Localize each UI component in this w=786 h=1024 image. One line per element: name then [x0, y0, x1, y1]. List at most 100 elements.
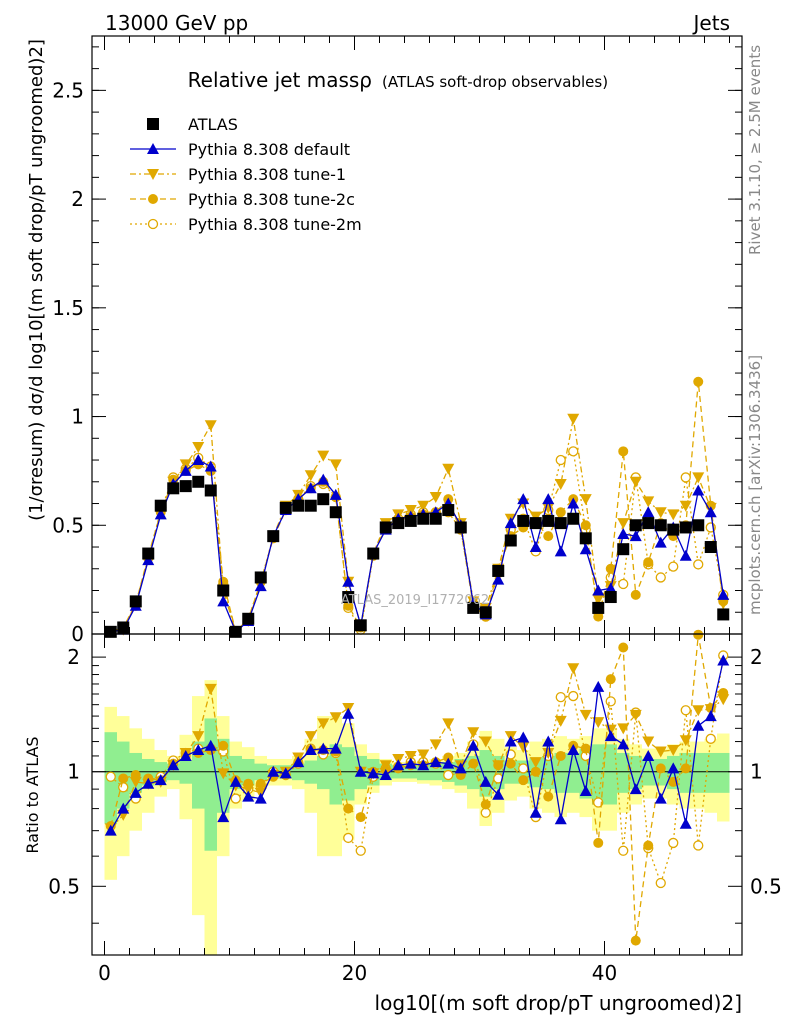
triangle-up-marker [567, 497, 580, 509]
triangle-up-marker [404, 757, 417, 769]
triangle-down-marker [442, 463, 455, 475]
circle-marker [630, 935, 641, 946]
triangle-up-marker [604, 730, 617, 742]
triangle-up-marker [279, 767, 292, 779]
band-inner-bin [242, 758, 255, 786]
square-marker [242, 612, 255, 625]
triangle-down-marker [147, 169, 159, 180]
triangle-up-marker [479, 775, 492, 787]
square-marker [454, 521, 467, 534]
circle-open-marker [668, 561, 679, 572]
band-inner-bin [617, 752, 630, 793]
square-marker [404, 514, 417, 527]
ratio-uncertainty-bands [104, 680, 730, 955]
triangle-up-marker [554, 813, 567, 825]
triangle-up-marker [679, 817, 692, 829]
circle-marker [655, 763, 666, 774]
triangle-up-marker [154, 774, 167, 786]
circle-open-marker [518, 763, 529, 774]
triangle-up-marker [517, 493, 530, 505]
triangle-down-marker [679, 735, 692, 747]
circle-marker [555, 507, 566, 518]
square-marker [104, 625, 117, 638]
square-marker [617, 543, 630, 556]
ratio-plot-frame [91, 633, 743, 956]
square-marker [279, 501, 292, 514]
triangle-down-marker [692, 705, 705, 717]
triangle-up-marker [617, 527, 630, 539]
square-marker [442, 504, 455, 517]
triangle-down-marker [417, 749, 430, 761]
triangle-up-marker [504, 517, 517, 529]
circle-marker [255, 778, 266, 789]
triangle-down-marker [442, 718, 455, 730]
square-marker [517, 514, 530, 527]
square-marker [567, 512, 580, 525]
triangle-down-marker [692, 472, 705, 484]
circle-open-marker [480, 807, 491, 818]
triangle-up-marker [692, 719, 705, 731]
triangle-down-marker [492, 760, 505, 772]
square-marker [154, 499, 167, 512]
triangle-up-marker [454, 762, 467, 774]
triangle-up-marker [167, 759, 180, 771]
triangle-up-marker [304, 482, 317, 494]
circle-marker [593, 837, 604, 848]
triangle-down-marker [704, 704, 717, 716]
circle-open-marker [693, 559, 704, 570]
circle-open-marker [668, 837, 679, 849]
triangle-up-marker [104, 824, 117, 836]
triangle-down-marker [217, 768, 230, 780]
band-inner-bin [329, 744, 342, 805]
triangle-down-marker [579, 494, 592, 506]
circle-marker [643, 840, 654, 851]
triangle-up-marker [654, 792, 667, 804]
triangle-up-marker [592, 584, 605, 596]
triangle-up-marker [217, 595, 230, 607]
circle-marker [643, 557, 654, 568]
ratio-series-layer [104, 629, 730, 946]
triangle-down-marker [517, 742, 530, 754]
x-tick-label: 40 [592, 961, 617, 985]
band-inner-bin [204, 718, 217, 851]
triangle-up-marker [317, 473, 330, 485]
analysis-watermark: ATLAS_2019_I1772062 [341, 593, 489, 608]
triangle-down-marker [179, 459, 192, 471]
triangle-down-marker [329, 459, 342, 471]
band-inner-bin [717, 752, 730, 793]
square-marker [254, 571, 267, 584]
y-axis-label: (1/σresum) dσ/d log10[(m soft drop/pT un… [26, 39, 47, 521]
square-marker [142, 547, 155, 560]
triangle-up-marker [317, 742, 330, 754]
square-marker [267, 530, 280, 543]
triangle-down-marker [717, 598, 730, 610]
triangle-up-marker [592, 680, 605, 692]
rivet-version-label: Rivet 3.1.10, ≥ 2.5M events [746, 45, 764, 255]
circle-marker [518, 775, 529, 786]
circle-open-marker [343, 832, 354, 844]
header-left: 13000 GeV pp [105, 11, 248, 35]
ratio-tick-label: 0.5 [750, 874, 782, 898]
square-marker [367, 547, 380, 560]
circle-marker [118, 773, 129, 784]
triangle-down-marker [642, 496, 655, 508]
triangle-down-marker [554, 715, 567, 727]
square-marker [554, 517, 567, 530]
triangle-down-marker [679, 500, 692, 512]
ratio-y-axis-label: Ratio to ATLAS [23, 736, 42, 853]
triangle-down-marker [604, 724, 617, 736]
circle-marker [580, 743, 591, 754]
square-marker [304, 499, 317, 512]
circle-marker [543, 531, 554, 542]
circle-open-marker [555, 454, 566, 466]
triangle-up-marker [254, 792, 267, 804]
circle-marker [605, 674, 616, 685]
triangle-down-marker [629, 476, 642, 488]
chart-title: Relative jet massρ [188, 68, 372, 92]
legend-entry: Pythia 8.308 tune-2c [130, 190, 355, 209]
triangle-up-marker [329, 488, 342, 500]
band-inner-bin [192, 741, 205, 809]
triangle-up-marker [204, 460, 217, 472]
triangle-up-marker [492, 788, 505, 800]
square-marker [379, 521, 392, 534]
